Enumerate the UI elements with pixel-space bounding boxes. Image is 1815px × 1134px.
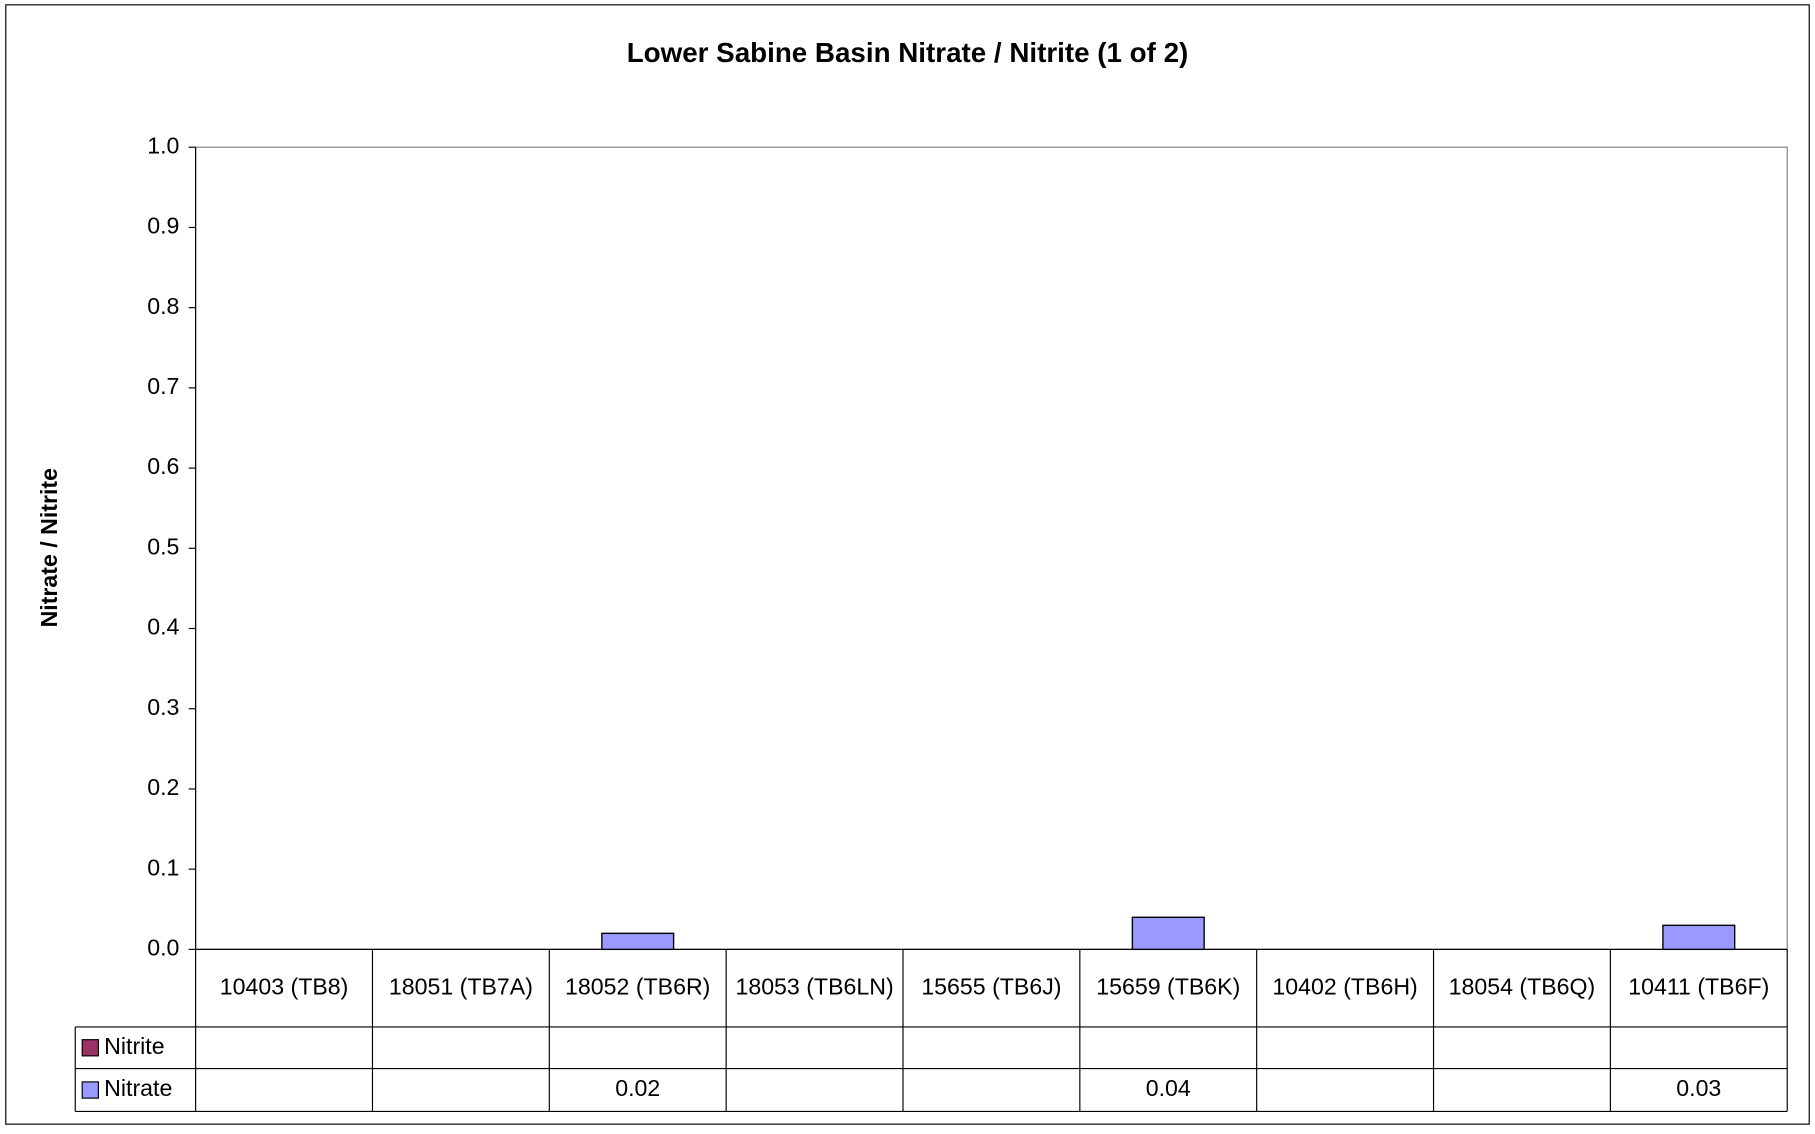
- bar: [1131, 916, 1205, 951]
- y-tick-label: 0.0: [147, 934, 179, 960]
- y-tick-label: 0.1: [147, 854, 179, 880]
- y-tick-label: 0.9: [147, 213, 179, 239]
- x-tick-label: 10411 (TB6F): [1628, 973, 1769, 999]
- x-tick-label: 18051 (TB7A): [389, 973, 533, 999]
- plot-area: [195, 146, 1788, 950]
- y-tick-label: 0.5: [147, 533, 179, 559]
- x-tick-label: 15655 (TB6J): [921, 973, 1061, 999]
- y-tick-label: 0.2: [147, 774, 179, 800]
- x-tick-label: 18054 (TB6Q): [1449, 973, 1596, 999]
- bar: [1662, 924, 1736, 951]
- legend-label: Nitrite: [104, 1033, 164, 1059]
- x-tick-label: 18053 (TB6LN): [735, 973, 893, 999]
- y-tick-label: 0.3: [147, 694, 179, 720]
- y-tick-label: 1.0: [147, 132, 179, 158]
- table-value: 0.02: [615, 1075, 660, 1101]
- y-axis-label: Nitrate / Nitrite: [36, 468, 62, 628]
- table-value: 0.04: [1146, 1075, 1191, 1101]
- chart-title: Lower Sabine Basin Nitrate / Nitrite (1 …: [627, 37, 1189, 68]
- x-tick-label: 18052 (TB6R): [565, 973, 710, 999]
- y-tick-label: 0.8: [147, 293, 179, 319]
- x-tick-label: 10402 (TB6H): [1272, 973, 1417, 999]
- legend-swatch: [81, 1081, 99, 1099]
- x-tick-label: 10403 (TB8): [220, 973, 349, 999]
- y-tick-label: 0.7: [147, 373, 179, 399]
- bar: [601, 932, 675, 951]
- y-tick-label: 0.6: [147, 453, 179, 479]
- x-tick-label: 15659 (TB6K): [1096, 973, 1240, 999]
- legend-swatch: [81, 1039, 99, 1057]
- y-tick-label: 0.4: [147, 614, 179, 640]
- legend-label: Nitrate: [104, 1075, 172, 1101]
- table-value: 0.03: [1676, 1075, 1721, 1101]
